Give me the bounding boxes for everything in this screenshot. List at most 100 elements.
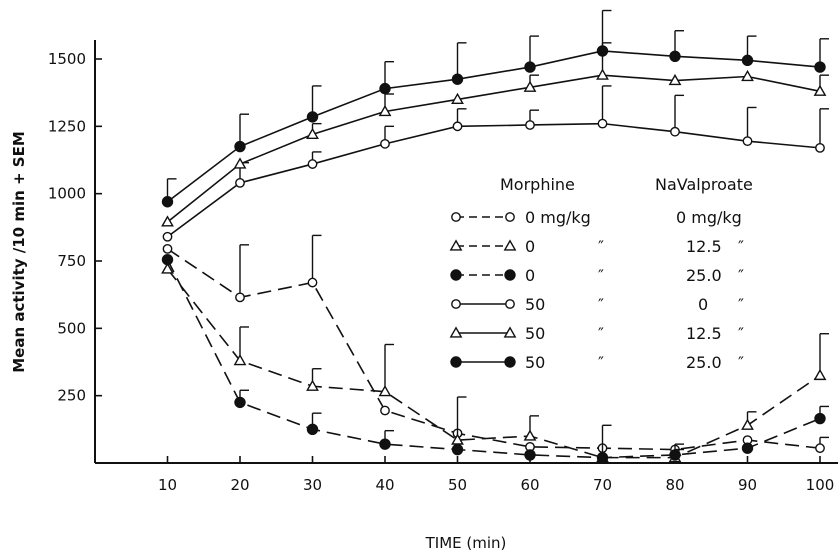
x-tick-label: 20 xyxy=(230,476,249,494)
legend-ditto-mark: ″ xyxy=(598,353,604,372)
data-point xyxy=(162,231,173,242)
legend-header-morphine: Morphine xyxy=(500,175,575,194)
x-tick-label: 30 xyxy=(303,476,322,494)
data-point xyxy=(234,140,246,153)
legend-ditto-mark: ″ xyxy=(598,237,604,256)
data-point xyxy=(379,438,391,450)
legend-marker xyxy=(450,269,462,281)
data-point xyxy=(452,121,463,132)
data-point xyxy=(380,405,390,416)
data-point xyxy=(523,429,537,441)
data-point xyxy=(306,379,319,391)
data-point xyxy=(741,418,754,430)
legend-valproate-dose: 25.0 xyxy=(686,353,722,372)
data-point xyxy=(596,451,609,464)
series-4 xyxy=(161,42,829,227)
legend-row: 50 ″ 25.0 ″ xyxy=(450,353,744,372)
x-tick-label: 80 xyxy=(665,476,684,494)
x-tick-label: 60 xyxy=(520,476,539,494)
legend-morphine-dose: 0 xyxy=(525,266,535,285)
legend-morphine-dose: 50 xyxy=(525,353,545,372)
x-tick-label: 100 xyxy=(806,476,835,494)
data-point xyxy=(815,443,825,454)
legend-ditto-mark: ″ xyxy=(738,353,744,372)
series-line xyxy=(167,122,821,238)
data-point xyxy=(306,111,319,123)
data-point xyxy=(742,136,753,147)
legend-ditto-mark: ″ xyxy=(598,266,604,285)
y-axis-title: Mean activity /10 min + SEM xyxy=(10,131,28,373)
data-point xyxy=(307,159,318,169)
series-line xyxy=(166,268,821,459)
y-tick-label: 1250 xyxy=(48,117,86,135)
x-tick-label: 90 xyxy=(738,476,757,494)
legend-marker xyxy=(504,269,516,281)
y-tick-label: 750 xyxy=(57,252,86,270)
data-point xyxy=(451,92,464,105)
legend-ditto-mark: ″ xyxy=(738,237,744,256)
legend-valproate-dose: 12.5 xyxy=(686,324,722,343)
data-point xyxy=(378,385,392,397)
x-tick-label: 10 xyxy=(158,476,177,494)
legend-marker xyxy=(450,356,462,368)
data-point xyxy=(669,449,681,461)
x-tick-label: 50 xyxy=(448,476,467,494)
data-point xyxy=(596,68,609,80)
x-tick-label: 70 xyxy=(593,476,612,494)
legend-valproate-dose: 12.5 xyxy=(686,237,722,256)
legend-valproate-dose: 0 xyxy=(698,295,708,314)
x-axis-title: TIME (min) xyxy=(425,534,507,552)
data-point xyxy=(813,368,827,381)
data-point xyxy=(307,277,318,288)
legend-marker xyxy=(503,326,517,338)
legend-header-valproate: NaValproate xyxy=(655,175,753,194)
legend-ditto-mark: ″ xyxy=(738,295,744,314)
data-point xyxy=(451,73,464,85)
data-point xyxy=(741,442,754,454)
data-point xyxy=(813,84,827,96)
legend-marker xyxy=(451,212,461,222)
data-point xyxy=(670,126,680,137)
data-point xyxy=(306,127,319,140)
y-tick-label: 1500 xyxy=(48,50,86,68)
data-point xyxy=(668,73,682,86)
series-2 xyxy=(161,253,829,464)
series-1 xyxy=(161,262,829,463)
legend-valproate-dose: 25.0 xyxy=(686,266,722,285)
legend-row: 0 mg/kg 0 mg/kg xyxy=(451,208,742,227)
data-point xyxy=(234,396,246,409)
legend-marker xyxy=(449,326,463,338)
series-line xyxy=(167,74,821,223)
legend-row: 50 ″ 0 ″ xyxy=(451,295,744,314)
legend-marker xyxy=(451,299,461,309)
data-point xyxy=(161,253,174,266)
data-point xyxy=(306,423,319,436)
data-point xyxy=(235,177,245,188)
data-point xyxy=(380,138,390,149)
data-point xyxy=(814,412,826,425)
data-point xyxy=(523,80,537,92)
data-point xyxy=(451,443,464,456)
data-point xyxy=(669,50,681,63)
legend-ditto-mark: ″ xyxy=(738,266,744,285)
series-0 xyxy=(162,234,829,455)
legend-row: 0 ″ 25.0 ″ xyxy=(450,266,744,285)
legend-marker xyxy=(505,299,515,309)
data-point xyxy=(379,82,391,95)
y-tick-label: 250 xyxy=(57,387,86,405)
y-tick-label: 1000 xyxy=(48,185,86,203)
data-point xyxy=(161,196,174,208)
legend-rows: 0 mg/kg 0 mg/kg 0 ″ 12.5 ″ 0 ″ 25.0 ″ 50 ″ 0 ″ 50 ″ 12.5… xyxy=(449,208,744,372)
legend-marker xyxy=(505,212,515,222)
legend-marker xyxy=(504,356,516,368)
data-point xyxy=(162,243,173,254)
legend-row: 0 ″ 12.5 ″ xyxy=(449,237,744,256)
data-point xyxy=(233,354,247,366)
data-point xyxy=(814,61,826,73)
series-line xyxy=(167,248,821,451)
data-point xyxy=(233,157,247,169)
data-point xyxy=(815,142,825,153)
legend-morphine-dose: 50 xyxy=(525,324,545,343)
data-point xyxy=(524,61,536,73)
